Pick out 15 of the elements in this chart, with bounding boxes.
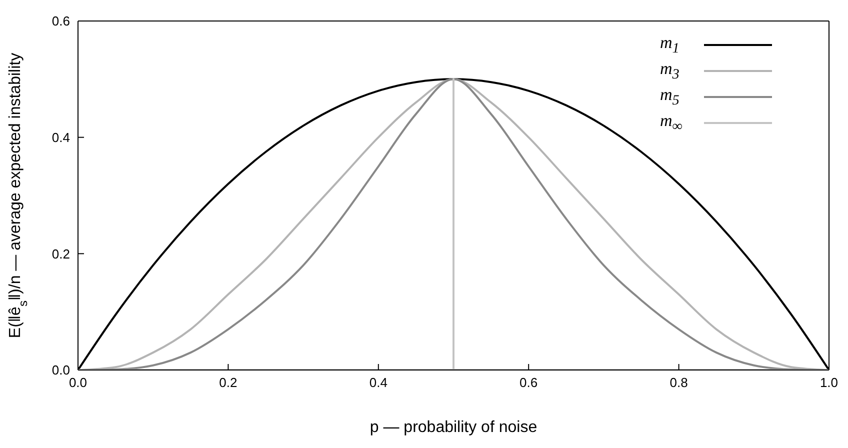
legend-label: m$_{3}$ — [660, 58, 680, 82]
legend-label: m$_{∞}$ — [660, 110, 682, 134]
x-tick-label: 0.6 — [520, 375, 538, 390]
x-tick-label: 0.2 — [219, 375, 238, 390]
x-axis-title: p — probability of noise — [370, 419, 538, 436]
y-tick-label: 0.2 — [52, 246, 70, 262]
x-tick-label: 0.8 — [670, 375, 688, 390]
y-tick-label: 0.0 — [52, 362, 70, 378]
legend-label: m$_{1}$ — [660, 32, 680, 56]
x-tick-label: 1.0 — [820, 375, 838, 390]
y-tick-label: 0.4 — [52, 130, 70, 145]
legend-label: m$_{5}$ — [660, 84, 680, 108]
x-tick-label: 0.4 — [369, 375, 388, 390]
y-tick-label: 0.6 — [52, 14, 70, 29]
x-tick-label: 0.0 — [68, 375, 88, 390]
